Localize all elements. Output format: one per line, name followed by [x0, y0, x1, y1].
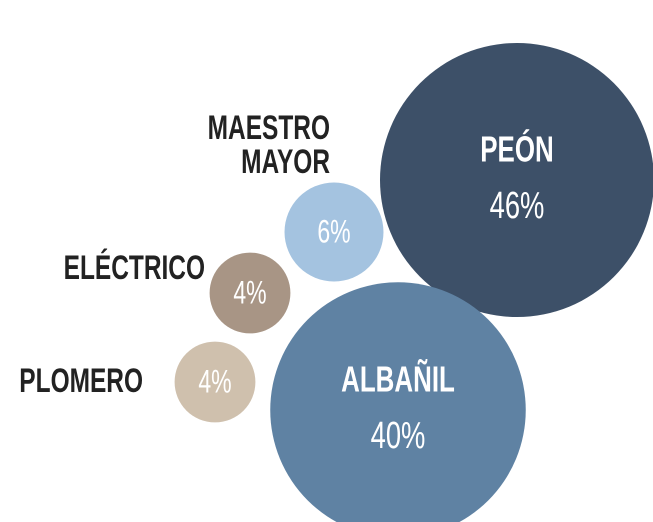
value-label: 40%	[371, 415, 426, 457]
bubble-name: ELÉCTRICO	[64, 248, 205, 287]
value-label: 6%	[317, 214, 350, 250]
bubble	[174, 341, 256, 423]
bubble-name: PLOMERO	[19, 362, 143, 400]
value-label: 46%	[490, 185, 545, 227]
bubble	[284, 182, 384, 282]
bubble	[209, 252, 291, 334]
value-label: 4%	[233, 275, 266, 311]
bubble-name: PEÓN	[480, 128, 553, 169]
bubble	[380, 43, 653, 317]
bubble-name: MAESTRO MAYOR	[208, 109, 330, 181]
bubble-name: ALBAÑIL	[341, 359, 455, 399]
bubble-name-line: MAESTRO	[208, 109, 330, 147]
bubble	[270, 282, 526, 522]
bubble-name-line: MAYOR	[241, 143, 330, 181]
value-label: 4%	[198, 364, 231, 400]
